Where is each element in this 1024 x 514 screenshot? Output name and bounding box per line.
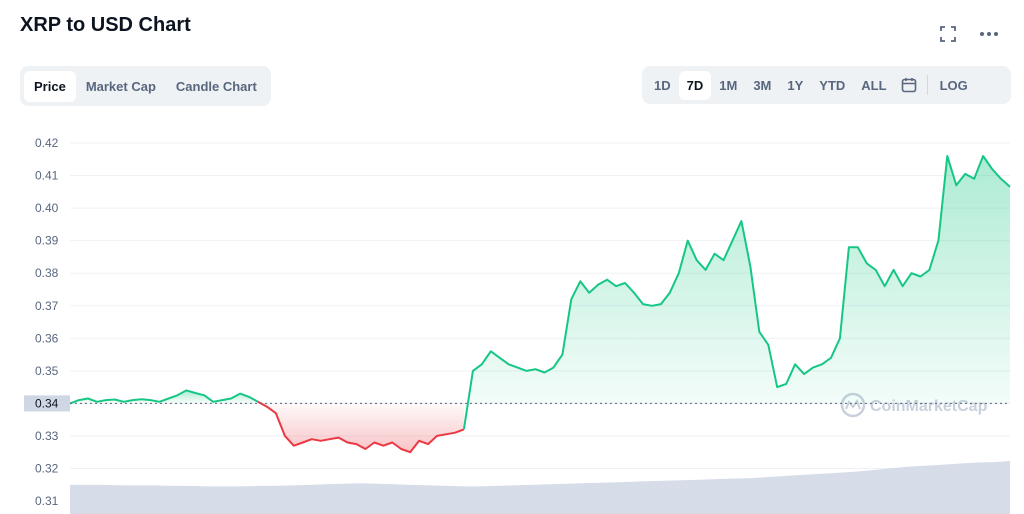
y-tick-label: 0.31	[35, 494, 59, 508]
volume-area	[70, 461, 1010, 514]
range-1y[interactable]: 1Y	[787, 77, 804, 93]
y-tick-label: 0.35	[35, 364, 59, 378]
range-7d[interactable]: 7D	[678, 70, 712, 100]
price-line-up	[69, 389, 259, 405]
page-title: XRP to USD Chart	[20, 14, 191, 36]
range-1m[interactable]: 1M	[719, 77, 738, 93]
y-tick-label: 0.38	[35, 266, 59, 280]
y-tick-label: 0.39	[35, 234, 59, 248]
time-range-selector: 1D 7D 1M 3M 1Y YTD ALL LOG	[642, 66, 1011, 104]
price-line-up	[462, 155, 1011, 430]
y-tick-label: 0.37	[35, 299, 59, 313]
calendar-icon[interactable]	[895, 71, 923, 99]
range-divider	[926, 75, 928, 95]
y-tick-label: 0.40	[35, 201, 59, 215]
tab-candle-chart[interactable]: Candle Chart	[175, 78, 257, 94]
range-3m[interactable]: 3M	[753, 77, 772, 93]
y-tick-label: 0.36	[35, 331, 59, 345]
y-tick-label: 0.41	[35, 169, 59, 183]
chart-type-tabs: Price Market Cap Candle Chart	[20, 66, 271, 106]
price-chart: 0.42 0.41 0.40 0.39 0.38 0.37 0.36 0.35 0.34 0.33…	[24, 136, 1011, 514]
y-tick-label: 0.33	[35, 429, 59, 443]
range-1d[interactable]: 1D	[654, 77, 671, 93]
y-tick-label: 0.42	[35, 136, 59, 150]
range-all[interactable]: ALL	[861, 77, 887, 93]
more-icon[interactable]	[977, 22, 1001, 46]
log-scale-toggle[interactable]: LOG	[939, 77, 968, 93]
price-area-down	[258, 401, 464, 453]
y-tick-label: 0.32	[35, 462, 59, 476]
baseline-label: 0.34	[24, 395, 70, 412]
range-ytd[interactable]: YTD	[819, 77, 846, 93]
price-area-up	[463, 156, 1010, 430]
tab-market-cap[interactable]: Market Cap	[85, 78, 156, 94]
fullscreen-icon[interactable]	[936, 22, 960, 46]
svg-text:0.34: 0.34	[35, 396, 59, 410]
tab-price[interactable]: Price	[24, 70, 76, 102]
price-line-down	[257, 400, 465, 454]
